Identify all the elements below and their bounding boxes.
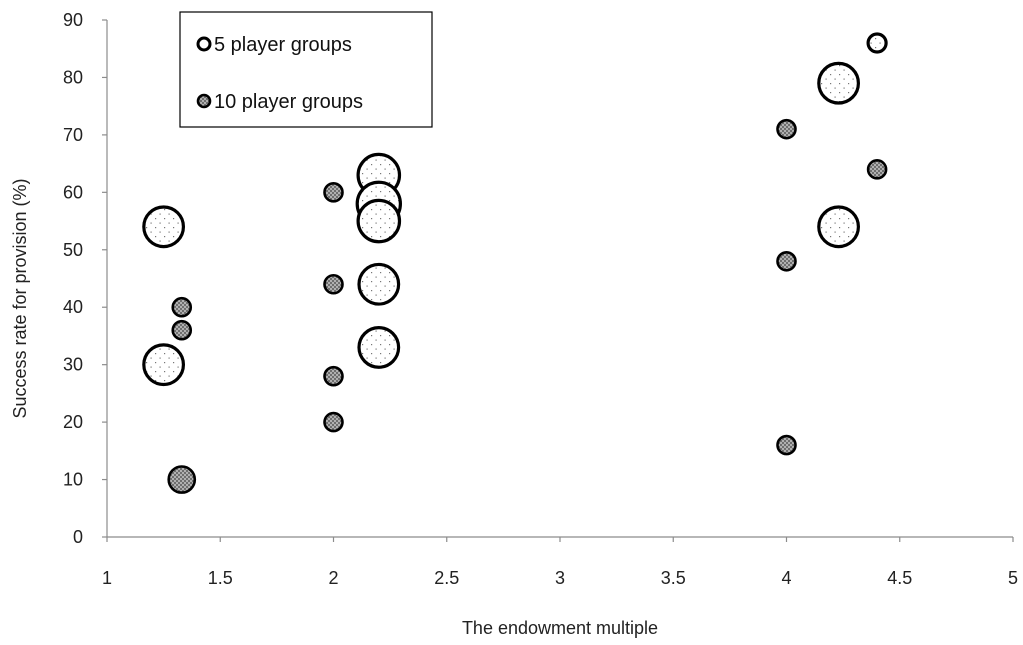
- x-tick-label: 2: [328, 568, 338, 588]
- point-10-player: [167, 465, 197, 494]
- point-10-player: [776, 250, 797, 272]
- point-10-player: [866, 159, 888, 180]
- x-tick-label: 3.5: [661, 568, 686, 588]
- point-5-player: [817, 205, 860, 249]
- legend-marker-5-player: [196, 36, 212, 52]
- point-5-player: [356, 198, 402, 244]
- point-10-player: [323, 273, 344, 295]
- x-tick-label: 2.5: [434, 568, 459, 588]
- point-10-player: [171, 296, 193, 318]
- legend-label-10-player: 10 player groups: [214, 91, 363, 113]
- y-tick-label: 40: [63, 297, 83, 317]
- y-tick-labels: 0 10 20 30 40 50 60 70 80 90: [63, 10, 83, 547]
- y-tick-label: 60: [63, 182, 83, 202]
- y-axis-title: Success rate for provision (%): [10, 178, 30, 418]
- point-5-player: [817, 61, 860, 105]
- point-5-player: [142, 205, 186, 249]
- y-tick-label: 10: [63, 470, 83, 490]
- x-tick-labels: 1 1.5 2 2.5 3 3.5 4 4.5 5: [102, 568, 1018, 588]
- y-tick-label: 30: [63, 355, 83, 375]
- legend-marker-10-player: [196, 93, 212, 109]
- point-5-player: [866, 32, 888, 54]
- y-tick-label: 0: [73, 527, 83, 547]
- legend-box: [179, 11, 433, 128]
- point-10-player: [776, 118, 797, 140]
- point-5-player: [142, 343, 186, 387]
- x-tick-label: 5: [1008, 568, 1018, 588]
- y-tick-label: 80: [63, 67, 83, 87]
- y-tick-label: 50: [63, 240, 83, 260]
- data-points: [142, 32, 888, 494]
- axes: [102, 19, 1014, 542]
- point-5-player: [357, 262, 401, 306]
- y-tick-label: 70: [63, 125, 83, 145]
- x-tick-label: 4.5: [887, 568, 912, 588]
- legend-label-5-player: 5 player groups: [214, 34, 352, 56]
- point-10-player: [776, 434, 797, 456]
- x-tick-label: 3: [555, 568, 565, 588]
- point-10-player: [323, 365, 344, 387]
- x-tick-label: 1: [102, 568, 112, 588]
- x-tick-label: 4: [781, 568, 791, 588]
- x-axis-title: The endowment multiple: [462, 618, 658, 638]
- point-10-player: [323, 411, 344, 433]
- point-10-player: [323, 182, 344, 203]
- y-tick-label: 20: [63, 412, 83, 432]
- point-5-player: [357, 326, 401, 369]
- y-tick-label: 90: [63, 10, 83, 30]
- legend: 5 player groups 10 player groups: [179, 11, 433, 128]
- x-tick-label: 1.5: [208, 568, 233, 588]
- point-10-player: [171, 319, 193, 341]
